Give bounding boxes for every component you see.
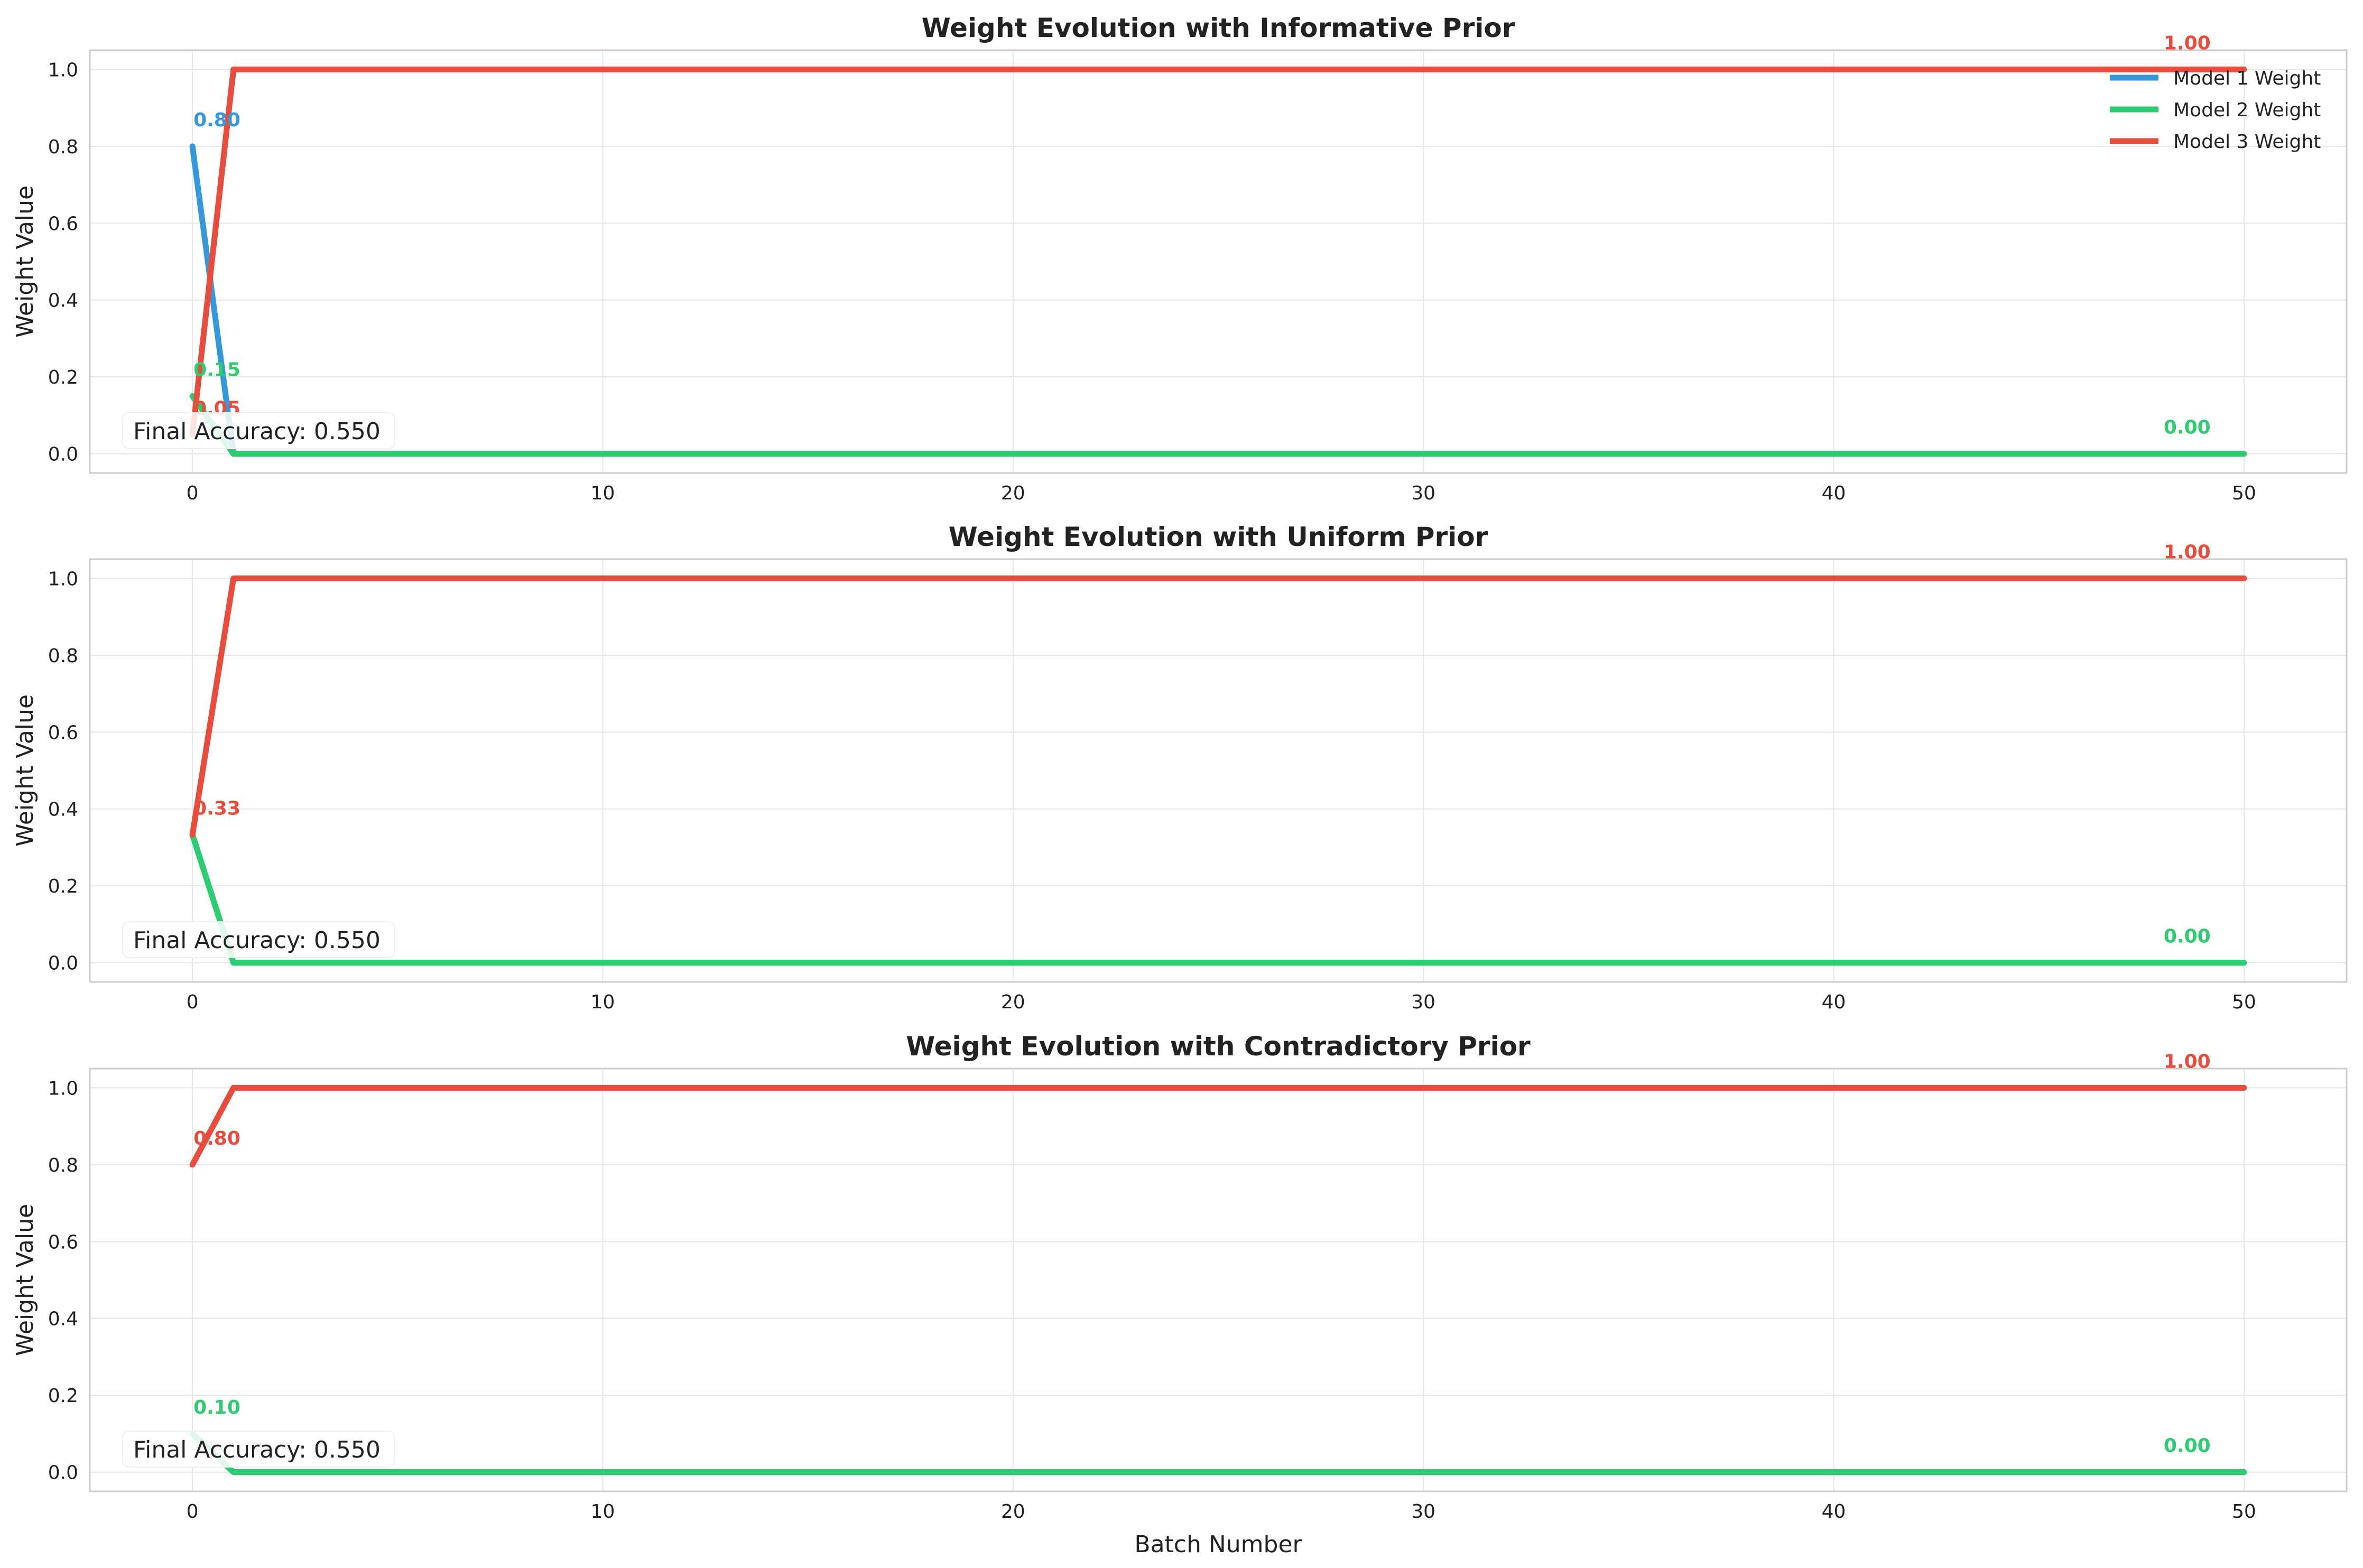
- data-label: 0.15: [193, 359, 240, 381]
- y-tick-label: 0.6: [48, 1231, 78, 1253]
- y-tick-label: 0.6: [48, 722, 78, 744]
- data-label: 1.00: [2164, 32, 2211, 54]
- x-tick-label: 40: [1822, 1501, 1846, 1523]
- data-label: 0.80: [193, 1128, 240, 1149]
- x-tick-label: 50: [2232, 1501, 2256, 1523]
- y-tick-label: 0.8: [48, 645, 78, 667]
- data-label: 0.10: [193, 1397, 240, 1418]
- final-accuracy-label: Final Accuracy: 0.550: [133, 927, 381, 954]
- plot-area: [90, 50, 2347, 473]
- x-tick-label: 0: [187, 483, 199, 504]
- data-label: 1.00: [2164, 541, 2211, 563]
- x-tick-label: 30: [1411, 1501, 1435, 1523]
- y-axis-label: Weight Value: [12, 694, 39, 847]
- x-axis-label: Batch Number: [1134, 1531, 1302, 1558]
- y-tick-label: 0.2: [48, 1385, 78, 1407]
- accuracy-box: [122, 921, 395, 958]
- x-tick-label: 0: [187, 991, 199, 1013]
- y-axis-label: Weight Value: [12, 185, 39, 338]
- plot-frame: [89, 49, 2348, 474]
- plot-frame: [89, 558, 2348, 983]
- plot-area: [90, 559, 2347, 982]
- x-tick-label: 20: [1001, 483, 1025, 504]
- y-tick-label: 0.2: [48, 367, 78, 388]
- y-tick-label: 0.2: [48, 876, 78, 897]
- data-label: 0.00: [2164, 926, 2211, 948]
- y-tick-label: 0.6: [48, 213, 78, 235]
- data-label: 0.00: [2164, 1435, 2211, 1457]
- x-tick-label: 50: [2232, 483, 2256, 504]
- data-label: 0.80: [193, 109, 240, 131]
- y-tick-label: 0.4: [48, 290, 78, 312]
- subplot-1: 0 10 20 30 40 50 0.0 0.2 0.4 0.6 0.8 1.0 Weight Evol…: [12, 13, 2348, 504]
- y-tick-label: 0.4: [48, 799, 78, 821]
- series-line-model-3: [189, 66, 2247, 438]
- final-accuracy-label: Final Accuracy: 0.550: [133, 1436, 381, 1463]
- series-line-model-3: [189, 575, 2247, 838]
- data-label: 0.33: [193, 797, 240, 819]
- data-label: 1.00: [2164, 1051, 2211, 1072]
- x-tick-label: 0: [187, 1501, 199, 1523]
- x-tick-label: 50: [2232, 991, 2256, 1013]
- accuracy-box: [122, 1431, 395, 1468]
- x-tick-label: 20: [1001, 1501, 1025, 1523]
- x-tick-label: 10: [591, 483, 615, 504]
- subplot-3: 0 10 20 30 40 50 0.0 0.2 0.4 0.6 0.8 1.0 Weight Evol…: [12, 1031, 2348, 1558]
- x-tick-label: 20: [1001, 991, 1025, 1013]
- y-tick-label: 0.0: [48, 444, 78, 466]
- chart-title: Weight Evolution with Contradictory Prio…: [906, 1031, 1531, 1062]
- x-tick-label: 40: [1822, 991, 1846, 1013]
- x-tick-label: 30: [1411, 991, 1435, 1013]
- data-label: 0.00: [2164, 417, 2211, 439]
- y-tick-label: 0.8: [48, 1155, 78, 1176]
- y-tick-label: 1.0: [48, 59, 78, 81]
- series-line-model-3: [189, 1084, 2247, 1168]
- chart-title: Weight Evolution with Uniform Prior: [949, 522, 1488, 552]
- plot-frame: [89, 1068, 2348, 1492]
- chart-title: Weight Evolution with Informative Prior: [922, 13, 1515, 43]
- y-axis-label: Weight Value: [12, 1204, 39, 1356]
- y-tick-label: 0.4: [48, 1309, 78, 1330]
- x-tick-label: 30: [1411, 483, 1435, 504]
- y-tick-label: 0.0: [48, 953, 78, 975]
- series-line-model-2: [189, 831, 2247, 966]
- subplot-2: 0 10 20 30 40 50 0.0 0.2 0.4 0.6 0.8 1.0 Weight Evol…: [12, 522, 2348, 1013]
- y-tick-label: 0.8: [48, 136, 78, 158]
- x-tick-label: 10: [591, 991, 615, 1013]
- legend-label-model-1: Model 1 Weight: [2173, 68, 2321, 89]
- legend-label-model-3: Model 3 Weight: [2173, 131, 2321, 153]
- x-tick-label: 40: [1822, 483, 1846, 504]
- plot-area: [90, 1069, 2347, 1491]
- legend-label-model-2: Model 2 Weight: [2173, 99, 2321, 121]
- y-tick-label: 1.0: [48, 568, 78, 590]
- accuracy-box: [122, 412, 395, 449]
- y-tick-label: 1.0: [48, 1078, 78, 1099]
- x-tick-label: 10: [591, 1501, 615, 1523]
- final-accuracy-label: Final Accuracy: 0.550: [133, 418, 381, 445]
- y-tick-label: 0.0: [48, 1462, 78, 1484]
